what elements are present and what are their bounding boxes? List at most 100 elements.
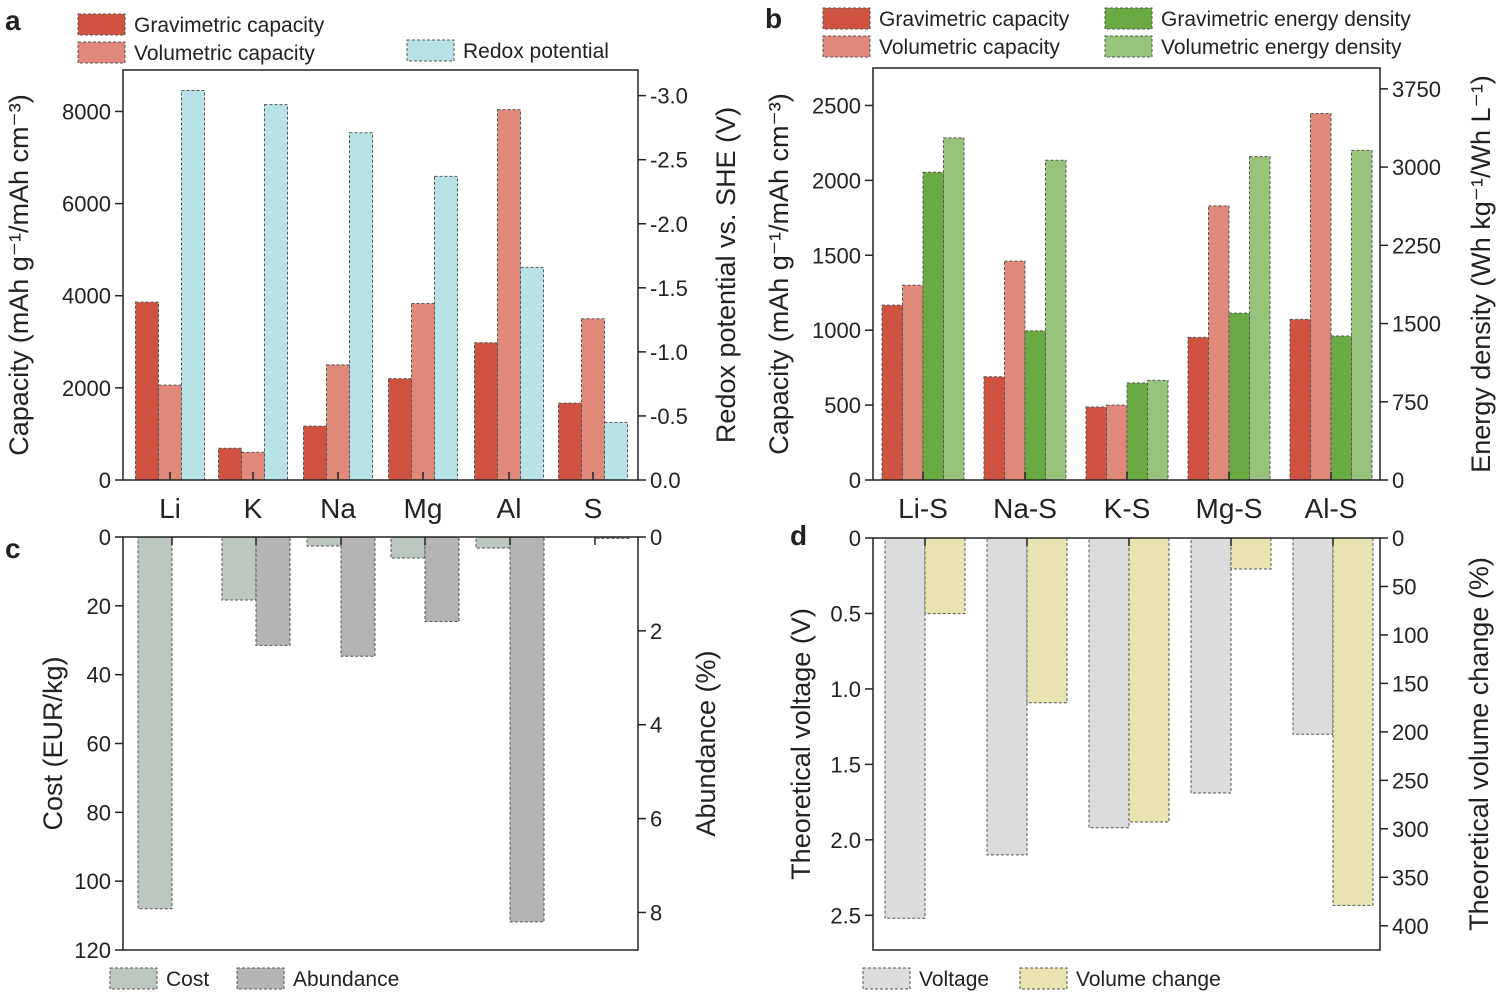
legend-label: Volumetric capacity [134, 42, 315, 65]
y-tick-label-right: 400 [1392, 914, 1429, 939]
plot-frame [123, 537, 638, 950]
bar-Al-cost [476, 537, 510, 548]
y-axis-title-right: Energy density (Wh kg⁻¹/Wh L⁻¹) [1466, 75, 1496, 473]
category-label: K-S [1104, 493, 1151, 524]
bar-Mg-S-volume-change [1231, 538, 1271, 569]
bar-Mg-cost [391, 537, 425, 558]
y-tick-label-right: 750 [1392, 390, 1429, 415]
bar-Na-volumetric-capacity [327, 365, 350, 480]
y-tick-label-right: 350 [1392, 865, 1429, 890]
category-label: Al-S [1305, 493, 1358, 524]
y-tick-label-right: 2250 [1392, 233, 1441, 258]
y-tick-label-left: 6000 [62, 192, 111, 217]
category-label: Li [159, 493, 181, 524]
y-axis-title-left: Cost (EUR/kg) [38, 656, 68, 830]
legend-label: Redox potential [463, 40, 609, 63]
legend-label: Volumetric energy density [1161, 36, 1402, 59]
legend-swatch [1105, 8, 1152, 29]
bar-Li-volumetric-capacity [159, 385, 182, 480]
y-tick-label-left: 2500 [812, 93, 861, 118]
bar-Li-cost [138, 537, 172, 909]
y-tick-label-left: 0.5 [830, 601, 861, 626]
bar-S-redox-potential [605, 422, 628, 480]
bar-Li-S-gravimetric-capacity [882, 305, 903, 480]
bar-Na-S-gravimetric-energy-density [1025, 331, 1046, 480]
legend-label: Volume change [1076, 968, 1221, 991]
legend-label: Abundance [293, 968, 399, 991]
bar-S-volumetric-capacity [582, 319, 605, 480]
bar-Al-S-volumetric-energy-density [1352, 150, 1373, 480]
y-axis-title-right: Theoretical volume change (%) [1464, 557, 1494, 931]
category-label: S [584, 493, 603, 524]
legend-label: Gravimetric capacity [134, 14, 325, 37]
y-tick-label-left: 1000 [812, 318, 861, 343]
bar-Mg-abundance [425, 537, 459, 621]
y-tick-label-right: 8 [650, 900, 662, 925]
legend-swatch [237, 968, 284, 989]
y-tick-label-right: -2.0 [650, 212, 688, 237]
bar-Na-redox-potential [350, 133, 373, 480]
y-tick-label-left: 4000 [62, 284, 111, 309]
legend-swatch [78, 14, 125, 35]
bar-Al-S-volume-change [1333, 538, 1373, 905]
y-tick-label-left: 8000 [62, 99, 111, 124]
y-tick-label-left: 0 [99, 525, 111, 550]
y-tick-label-left: 1.0 [830, 677, 861, 702]
y-tick-label-left: 2000 [812, 168, 861, 193]
y-tick-label-left: 0 [99, 468, 111, 493]
category-label: Al [497, 493, 522, 524]
y-tick-label-right: 3750 [1392, 77, 1441, 102]
y-tick-label-right: 300 [1392, 817, 1429, 842]
legend-swatch [407, 40, 454, 61]
bar-Al-redox-potential [521, 267, 544, 480]
bar-Al-gravimetric-capacity [475, 343, 498, 480]
bar-Li-gravimetric-capacity [136, 302, 159, 480]
category-label: Na-S [993, 493, 1057, 524]
y-tick-label-right: -1.5 [650, 276, 688, 301]
legend-label: Volumetric capacity [879, 36, 1060, 59]
y-tick-label-right: 6 [650, 807, 662, 832]
bar-Li-S-gravimetric-energy-density [923, 172, 944, 480]
legend-swatch [823, 8, 870, 29]
bar-Na-S-volume-change [1027, 538, 1067, 703]
y-tick-label-left: 0 [849, 526, 861, 551]
y-tick-label-right: 200 [1392, 720, 1429, 745]
y-tick-label-right: 3000 [1392, 155, 1441, 180]
legend-swatch [110, 968, 157, 989]
legend-label: Gravimetric capacity [879, 8, 1070, 31]
bar-Mg-S-volumetric-capacity [1209, 206, 1230, 480]
category-label: Mg-S [1196, 493, 1263, 524]
y-tick-label-right: -2.5 [650, 148, 688, 173]
y-axis-title-right: Redox potential vs. SHE (V) [711, 107, 741, 443]
y-axis-title-left: Capacity (mAh g⁻¹/mAh cm⁻³) [4, 94, 34, 456]
bar-Mg-S-gravimetric-capacity [1188, 337, 1209, 480]
bar-Na-abundance [341, 537, 375, 656]
legend-swatch [1020, 968, 1067, 989]
y-tick-label-left: 0 [849, 468, 861, 493]
bar-Li-S-volumetric-capacity [903, 285, 924, 480]
y-tick-label-left: 500 [824, 393, 861, 418]
panel-letter: a [5, 5, 21, 36]
y-tick-label-right: 150 [1392, 671, 1429, 696]
legend-label: Cost [166, 968, 209, 991]
y-tick-label-left: 20 [87, 594, 111, 619]
bar-Mg-S-volumetric-energy-density [1250, 157, 1271, 480]
bar-S-gravimetric-capacity [559, 403, 582, 480]
bar-Al-S-gravimetric-capacity [1290, 319, 1311, 480]
bar-Na-S-gravimetric-capacity [984, 377, 1005, 480]
bar-Mg-S-voltage [1191, 538, 1231, 793]
bar-Li-S-voltage [885, 538, 925, 918]
y-tick-label-left: 2.0 [830, 828, 861, 853]
category-label: Na [320, 493, 356, 524]
y-tick-label-left: 120 [74, 938, 111, 963]
y-tick-label-right: -0.5 [650, 404, 688, 429]
bar-K-S-volume-change [1129, 538, 1169, 822]
bar-Na-S-volumetric-capacity [1005, 261, 1026, 480]
y-tick-label-right: 4 [650, 713, 662, 738]
bar-K-abundance [256, 537, 290, 645]
y-tick-label-right: 50 [1392, 574, 1416, 599]
bar-K-redox-potential [265, 105, 288, 480]
bar-K-S-gravimetric-capacity [1086, 407, 1107, 480]
bar-Mg-volumetric-capacity [412, 304, 435, 480]
bar-Na-cost [307, 537, 341, 546]
